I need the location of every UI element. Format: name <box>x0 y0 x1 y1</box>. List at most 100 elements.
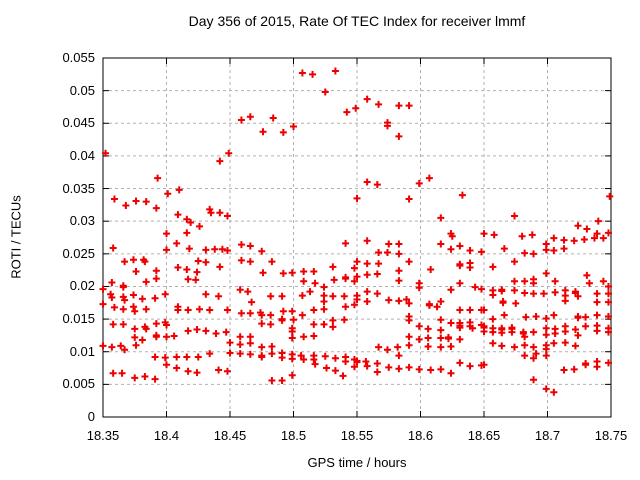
y-tick-label: 0.03 <box>69 213 95 229</box>
data-point <box>142 198 150 206</box>
data-point <box>424 334 432 342</box>
data-point <box>340 292 348 300</box>
data-point <box>532 312 540 320</box>
data-point <box>246 113 254 121</box>
data-point <box>174 264 182 272</box>
data-point <box>194 257 202 265</box>
data-point <box>508 328 516 336</box>
data-point <box>329 316 337 324</box>
data-point <box>542 331 550 339</box>
data-point <box>174 211 182 219</box>
data-point <box>342 275 350 283</box>
x-tick-label: 18.5 <box>280 428 307 443</box>
data-point <box>551 288 559 296</box>
data-point <box>237 309 245 317</box>
data-point <box>300 267 308 275</box>
data-point <box>246 339 254 347</box>
data-point <box>236 341 244 349</box>
data-point <box>363 260 371 268</box>
data-point <box>288 307 296 315</box>
data-point <box>373 181 381 189</box>
data-point <box>246 242 254 250</box>
data-point <box>604 229 612 237</box>
data-point <box>542 385 550 393</box>
x-tick-label: 18.65 <box>467 428 501 443</box>
data-point <box>310 332 318 340</box>
data-point <box>119 320 127 328</box>
data-point <box>161 354 169 362</box>
data-point <box>278 376 286 384</box>
data-point <box>480 327 488 335</box>
data-point <box>202 246 210 254</box>
data-point <box>99 300 107 308</box>
data-point <box>510 286 518 294</box>
data-point <box>132 197 140 205</box>
data-point <box>132 267 140 275</box>
data-point <box>352 104 360 112</box>
data-point <box>498 329 506 337</box>
data-point <box>258 311 266 319</box>
data-point <box>119 283 127 291</box>
data-point <box>353 358 361 366</box>
data-point <box>279 269 287 277</box>
data-point <box>237 241 245 249</box>
chart-title: Day 356 of 2015, Rate Of TEC Index for r… <box>188 13 526 29</box>
data-point <box>298 292 306 300</box>
data-point <box>193 369 201 377</box>
data-point <box>267 292 275 300</box>
data-point <box>300 277 308 285</box>
data-point <box>329 263 337 271</box>
data-point <box>152 267 160 275</box>
data-point <box>447 319 455 327</box>
data-point <box>447 245 455 253</box>
data-point <box>258 343 266 351</box>
data-point <box>593 298 601 306</box>
data-point <box>456 279 464 287</box>
data-point <box>164 190 172 198</box>
data-point <box>141 373 149 381</box>
data-point <box>102 149 110 157</box>
data-point <box>363 288 371 296</box>
data-point <box>152 320 160 328</box>
data-point <box>466 306 474 314</box>
data-point <box>320 292 328 300</box>
data-point <box>599 234 607 242</box>
data-point <box>604 298 612 306</box>
data-point <box>373 270 381 278</box>
data-point <box>267 320 275 328</box>
data-point <box>518 232 526 240</box>
data-point <box>570 365 578 373</box>
data-point <box>226 349 234 357</box>
data-point <box>218 245 226 253</box>
data-point <box>223 367 231 375</box>
data-point <box>131 325 139 333</box>
data-point <box>183 229 191 237</box>
data-point <box>141 258 149 266</box>
data-point <box>342 239 350 247</box>
data-point <box>604 312 612 320</box>
data-point <box>405 299 413 307</box>
data-point <box>237 256 245 264</box>
data-point <box>279 128 287 136</box>
data-point <box>268 350 276 358</box>
x-tick-label: 18.7 <box>534 428 561 443</box>
data-point <box>288 334 296 342</box>
data-point <box>152 333 160 341</box>
data-point <box>499 299 507 307</box>
data-point <box>530 290 538 298</box>
data-point <box>342 358 350 366</box>
data-point <box>192 276 200 284</box>
data-point <box>131 374 139 382</box>
data-point <box>173 239 181 247</box>
data-point <box>510 258 518 266</box>
data-point <box>437 240 445 248</box>
data-point <box>561 339 569 347</box>
data-point <box>311 360 319 368</box>
data-point <box>373 359 381 367</box>
data-point <box>236 350 244 358</box>
data-point <box>604 282 612 290</box>
data-point <box>480 361 488 369</box>
data-point <box>278 292 286 300</box>
